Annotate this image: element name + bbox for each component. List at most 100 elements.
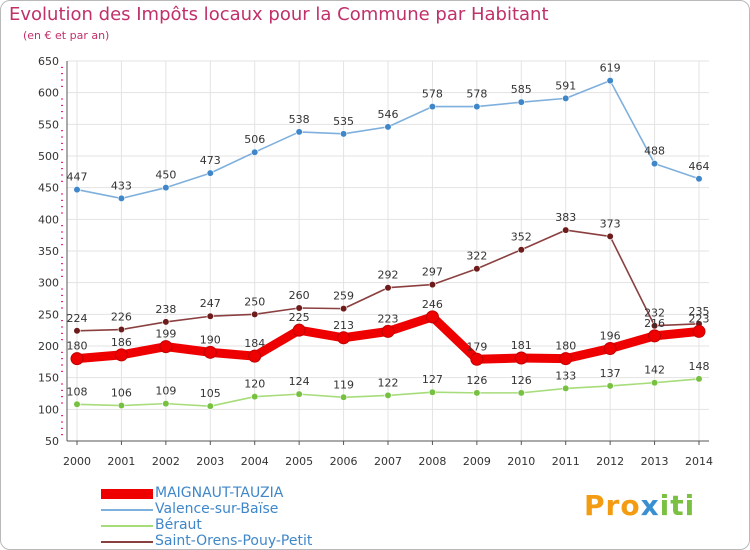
data-label-b-raut: 148 <box>689 360 710 373</box>
data-point-maignaut-tauzia <box>70 352 84 366</box>
data-point-b-raut <box>473 389 481 397</box>
data-point-valence-sur-ba-se <box>428 102 437 111</box>
y-tick-label: 650 <box>38 55 59 68</box>
data-point-maignaut-tauzia <box>603 342 617 356</box>
data-point-maignaut-tauzia <box>514 351 528 365</box>
data-label-valence-sur-ba-se: 535 <box>333 115 354 128</box>
data-label-b-raut: 126 <box>466 374 487 387</box>
data-point-valence-sur-ba-se <box>73 185 81 194</box>
data-point-b-raut <box>384 391 392 400</box>
data-point-valence-sur-ba-se <box>473 102 481 111</box>
data-point-valence-sur-ba-se <box>206 169 214 177</box>
data-point-maignaut-tauzia <box>425 310 439 324</box>
data-label-maignaut-tauzia: 223 <box>378 312 399 325</box>
data-point-b-raut <box>162 400 170 408</box>
data-label-valence-sur-ba-se: 538 <box>289 113 310 126</box>
x-tick-label: 2012 <box>596 455 624 468</box>
data-point-b-raut <box>117 401 126 410</box>
legend-swatch <box>101 489 153 499</box>
data-label-maignaut-tauzia: 190 <box>200 333 221 346</box>
data-label-valence-sur-ba-se: 447 <box>67 171 88 184</box>
data-point-maignaut-tauzia <box>203 345 217 359</box>
data-point-saint-orens-pouy-petit <box>206 312 214 320</box>
data-point-b-raut <box>428 388 437 396</box>
data-point-saint-orens-pouy-petit <box>295 304 303 312</box>
data-point-b-raut <box>606 382 614 390</box>
data-label-saint-orens-pouy-petit: 373 <box>600 217 621 230</box>
data-label-valence-sur-ba-se: 506 <box>244 133 265 146</box>
legend-item-valence-sur-baise[interactable]: Valence-sur-Baïse <box>101 501 361 517</box>
data-point-valence-sur-ba-se <box>117 194 126 203</box>
x-tick-label: 2000 <box>63 455 91 468</box>
data-label-maignaut-tauzia: 180 <box>555 340 576 353</box>
y-tick-label: 550 <box>38 118 59 131</box>
chart-title: Evolution des Impôts locaux pour la Comm… <box>9 4 549 25</box>
data-point-saint-orens-pouy-petit <box>339 305 348 313</box>
data-label-saint-orens-pouy-petit: 322 <box>466 250 487 263</box>
y-tick-label: 450 <box>38 182 59 195</box>
x-tick-label: 2006 <box>330 455 358 468</box>
logo-part-pro: Pro <box>584 489 641 522</box>
data-point-valence-sur-ba-se <box>606 77 614 85</box>
x-tick-label: 2008 <box>418 455 446 468</box>
data-point-maignaut-tauzia <box>692 324 706 338</box>
data-point-saint-orens-pouy-petit <box>428 280 437 289</box>
data-label-valence-sur-ba-se: 619 <box>600 62 621 75</box>
y-tick-label: 400 <box>38 213 59 226</box>
data-label-saint-orens-pouy-petit: 383 <box>555 211 576 224</box>
data-label-saint-orens-pouy-petit: 352 <box>511 231 532 244</box>
data-point-saint-orens-pouy-petit <box>606 232 614 241</box>
data-label-b-raut: 133 <box>555 369 576 382</box>
data-point-saint-orens-pouy-petit <box>650 322 659 330</box>
data-label-maignaut-tauzia: 223 <box>689 312 710 325</box>
x-tick-label: 2002 <box>152 455 180 468</box>
data-label-saint-orens-pouy-petit: 292 <box>378 269 399 282</box>
data-label-b-raut: 142 <box>644 364 665 377</box>
data-label-valence-sur-ba-se: 591 <box>555 79 576 92</box>
data-label-maignaut-tauzia: 181 <box>511 339 532 352</box>
data-label-saint-orens-pouy-petit: 226 <box>111 311 132 324</box>
data-labels-layer: 180 186 199 190 184 225 213 223 246 179 181 180 196 2… <box>67 62 710 401</box>
data-point-valence-sur-ba-se <box>339 130 348 138</box>
data-label-b-raut: 126 <box>511 374 532 387</box>
legend-item-beraut[interactable]: Béraut <box>101 517 361 533</box>
data-label-maignaut-tauzia: 246 <box>422 298 443 311</box>
data-label-saint-orens-pouy-petit: 297 <box>422 266 443 279</box>
x-tick-label: 2001 <box>107 455 135 468</box>
y-tick-label: 300 <box>38 277 59 290</box>
data-label-saint-orens-pouy-petit: 224 <box>67 312 88 325</box>
x-tick-label: 2007 <box>374 455 402 468</box>
data-label-b-raut: 120 <box>244 378 265 391</box>
logo-part-iti: iti <box>659 489 696 522</box>
proxiti-logo: Proxiti <box>584 489 695 522</box>
legend-label: Saint-Orens-Pouy-Petit <box>155 533 313 549</box>
logo-part-x: x <box>640 489 660 522</box>
data-label-valence-sur-ba-se: 473 <box>200 154 221 167</box>
data-label-saint-orens-pouy-petit: 247 <box>200 297 221 310</box>
data-label-saint-orens-pouy-petit: 259 <box>333 290 354 303</box>
data-point-b-raut <box>206 402 214 410</box>
y-tick-label: 150 <box>38 372 59 385</box>
data-point-b-raut <box>517 389 525 397</box>
data-label-b-raut: 105 <box>200 387 221 400</box>
data-label-b-raut: 108 <box>67 385 88 398</box>
legend-item-maignaut-tauzia[interactable]: MAIGNAUT-TAUZIA <box>101 485 361 501</box>
data-label-valence-sur-ba-se: 585 <box>511 83 532 96</box>
data-point-saint-orens-pouy-petit <box>517 246 525 254</box>
data-point-maignaut-tauzia <box>248 349 262 363</box>
chart-subtitle: (en € et par an) <box>23 29 110 42</box>
data-point-valence-sur-ba-se <box>162 184 170 192</box>
data-point-b-raut <box>339 393 348 401</box>
legend-item-saint-orens-pouy-petit[interactable]: Saint-Orens-Pouy-Petit <box>101 533 361 549</box>
data-label-saint-orens-pouy-petit: 250 <box>244 295 265 308</box>
legend-swatch <box>101 509 153 511</box>
data-point-valence-sur-ba-se <box>695 175 703 183</box>
data-label-valence-sur-ba-se: 578 <box>466 88 487 101</box>
data-label-valence-sur-ba-se: 546 <box>378 108 399 121</box>
y-tick-label: 200 <box>38 340 59 353</box>
x-tick-label: 2005 <box>285 455 313 468</box>
data-label-saint-orens-pouy-petit: 238 <box>155 303 176 316</box>
data-label-maignaut-tauzia: 216 <box>644 317 665 330</box>
x-tick-label: 2013 <box>641 455 669 468</box>
